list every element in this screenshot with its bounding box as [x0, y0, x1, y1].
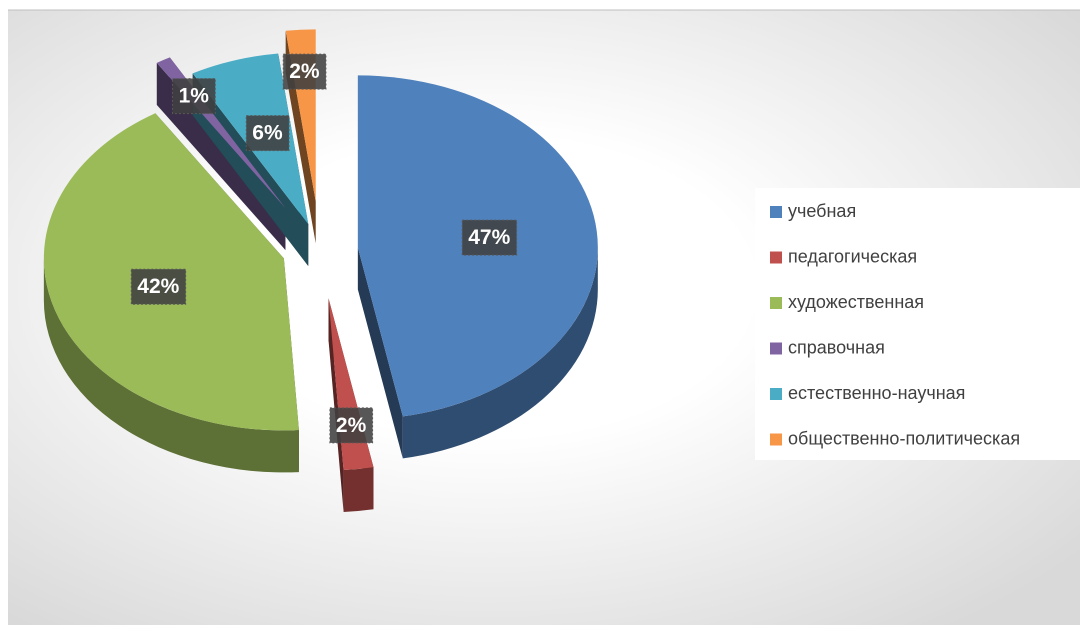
- legend-label: педагогическая: [788, 246, 917, 266]
- data-label: 42%: [137, 275, 179, 298]
- data-label-box: [172, 78, 216, 115]
- data-label-box: [245, 115, 290, 152]
- data-label: 47%: [468, 226, 510, 249]
- data-label-box: [130, 268, 187, 305]
- legend-swatch: [770, 251, 782, 264]
- slice-wall: [328, 298, 344, 513]
- legend-label: учебная: [788, 201, 856, 221]
- data-label-box: [461, 219, 518, 256]
- legend-label: художественная: [788, 292, 924, 312]
- data-label: 1%: [179, 85, 210, 108]
- legend-swatch: [770, 297, 782, 309]
- legend-swatch: [770, 206, 782, 218]
- legend-label: естественно-научная: [788, 383, 965, 403]
- data-label-box: [282, 53, 327, 90]
- legend-label: общественно-политическая: [788, 428, 1020, 448]
- slice-wall: [357, 247, 403, 459]
- data-label: 6%: [252, 122, 283, 145]
- slice-side: [43, 258, 299, 473]
- legend-swatch: [770, 433, 782, 446]
- slice-side: [402, 247, 598, 459]
- legend-swatch: [770, 342, 782, 355]
- slice-wall: [192, 73, 309, 267]
- data-label: 2%: [289, 60, 320, 83]
- data-label: 2%: [336, 414, 367, 437]
- data-labels: 47% 2% 42% 1% 6% 2%: [130, 53, 518, 444]
- data-label-box: [329, 407, 374, 444]
- slice-side: [343, 467, 374, 513]
- legend-label: справочная: [788, 337, 885, 357]
- legend-swatch: [770, 388, 782, 400]
- legend-box: [755, 188, 1082, 460]
